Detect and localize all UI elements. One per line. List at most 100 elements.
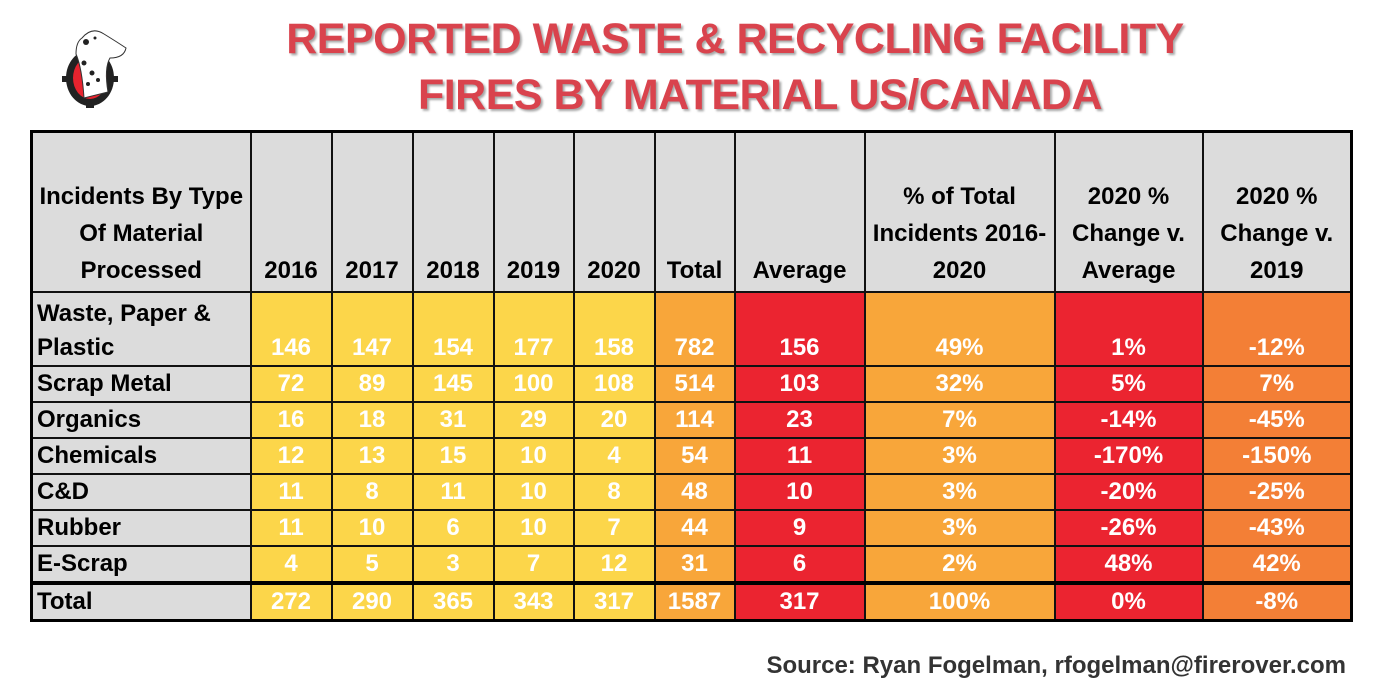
table-cell: 5% xyxy=(1053,364,1204,403)
table-cell: 2% xyxy=(863,544,1056,584)
incidents-table: Incidents By Type Of Material Processed 2… xyxy=(30,130,1353,622)
header-cell: Average xyxy=(733,130,866,293)
table-cell: 1% xyxy=(1053,290,1204,367)
table-cell: 4 xyxy=(572,436,656,475)
table-cell: -14% xyxy=(1053,400,1204,439)
table-cell: 72 xyxy=(249,364,333,403)
table-cell: 114 xyxy=(653,400,736,439)
table-cell: 7% xyxy=(1201,364,1353,403)
table-cell: -12% xyxy=(1201,290,1353,367)
table-cell: 18 xyxy=(330,400,414,439)
header-cell: 2016 xyxy=(249,130,333,293)
dalmatian-logo-icon xyxy=(62,30,127,108)
table-row: Chemicals 12 13 15 10 4 54 11 3% -170% -150% xyxy=(30,436,1353,475)
table-cell: 15 xyxy=(411,436,495,475)
row-label: Rubber xyxy=(30,508,252,547)
table-cell: -8% xyxy=(1201,580,1353,621)
table-cell: 11 xyxy=(733,436,866,475)
table-cell: 1587 xyxy=(653,580,736,621)
table-cell: 0% xyxy=(1053,580,1204,621)
table-cell: 10 xyxy=(492,508,575,547)
header-cell: % of Total Incidents 2016-2020 xyxy=(863,130,1056,293)
table-cell: -43% xyxy=(1201,508,1353,547)
table-cell: -170% xyxy=(1053,436,1204,475)
table-cell: 8 xyxy=(572,472,656,511)
table-cell: 7% xyxy=(863,400,1056,439)
table-cell: 12 xyxy=(249,436,333,475)
table-cell: -45% xyxy=(1201,400,1353,439)
table-cell: 32% xyxy=(863,364,1056,403)
table-cell: 49% xyxy=(863,290,1056,367)
table-cell: 31 xyxy=(653,544,736,584)
table-cell: 54 xyxy=(653,436,736,475)
table-cell: 29 xyxy=(492,400,575,439)
table-cell: 3% xyxy=(863,472,1056,511)
table-cell: 177 xyxy=(492,290,575,367)
table-cell: 3% xyxy=(863,436,1056,475)
table-cell: 365 xyxy=(411,580,495,621)
header-cell: 2018 xyxy=(411,130,495,293)
table-cell: 6 xyxy=(733,544,866,584)
row-label: Scrap Metal xyxy=(30,364,252,403)
title-line-2: FIRES BY MATERIAL US/CANADA xyxy=(417,71,1103,119)
table-cell: 147 xyxy=(330,290,414,367)
header-cell: 2020 % Change v. Average xyxy=(1053,130,1204,293)
table-cell: 20 xyxy=(572,400,656,439)
table-row: Organics 16 18 31 29 20 114 23 7% -14% -45% xyxy=(30,400,1353,439)
table-cell: 42% xyxy=(1201,544,1353,584)
table-cell: 23 xyxy=(733,400,866,439)
table-cell: 146 xyxy=(249,290,333,367)
table-cell: 31 xyxy=(411,400,495,439)
table-cell: 12 xyxy=(572,544,656,584)
table-cell: -20% xyxy=(1053,472,1204,511)
row-label: Waste, Paper & Plastic xyxy=(30,290,252,367)
table-cell: 10 xyxy=(492,472,575,511)
table-cell: 3 xyxy=(411,544,495,584)
table-cell: 16 xyxy=(249,400,333,439)
table-cell: 103 xyxy=(733,364,866,403)
table-row: C&D 11 8 11 10 8 48 10 3% -20% -25% xyxy=(30,472,1353,511)
table-cell: 9 xyxy=(733,508,866,547)
row-label: Chemicals xyxy=(30,436,252,475)
table-cell: 100% xyxy=(863,580,1056,621)
table-cell: 317 xyxy=(572,580,656,621)
table-cell: 343 xyxy=(492,580,575,621)
table-row: Scrap Metal 72 89 145 100 108 514 103 32% 5% 7% xyxy=(30,364,1353,403)
table-cell: 48 xyxy=(653,472,736,511)
table-cell: 154 xyxy=(411,290,495,367)
table-cell: 6 xyxy=(411,508,495,547)
table-cell: 514 xyxy=(653,364,736,403)
table-cell: -150% xyxy=(1201,436,1353,475)
table-cell: 145 xyxy=(411,364,495,403)
table-cell: 44 xyxy=(653,508,736,547)
table-cell: 272 xyxy=(249,580,333,621)
table-cell: 5 xyxy=(330,544,414,584)
table-cell: 11 xyxy=(249,508,333,547)
header-cell: 2019 xyxy=(492,130,575,293)
row-label: E-Scrap xyxy=(30,544,252,584)
table-cell: -25% xyxy=(1201,472,1353,511)
table-cell: -26% xyxy=(1053,508,1204,547)
table-cell: 10 xyxy=(733,472,866,511)
header-cell: Total xyxy=(653,130,736,293)
table-cell: 7 xyxy=(572,508,656,547)
table-cell: 89 xyxy=(330,364,414,403)
header-row: Incidents By Type Of Material Processed 2… xyxy=(30,130,1353,293)
header-cell: 2017 xyxy=(330,130,414,293)
table-cell: 7 xyxy=(492,544,575,584)
source-credit: Source: Ryan Fogelman, rfogelman@firerov… xyxy=(766,652,1346,679)
table-cell: 108 xyxy=(572,364,656,403)
table-cell: 100 xyxy=(492,364,575,403)
header-cell: 2020 xyxy=(572,130,656,293)
table-cell: 8 xyxy=(330,472,414,511)
header-cell: 2020 % Change v. 2019 xyxy=(1201,130,1353,293)
table-row: Waste, Paper & Plastic 146 147 154 177 158 782… xyxy=(30,290,1353,367)
table-cell: 4 xyxy=(249,544,333,584)
table-row: E-Scrap 4 5 3 7 12 31 6 2% 48% 42% xyxy=(30,544,1353,584)
row-label: C&D xyxy=(30,472,252,511)
table-cell: 782 xyxy=(653,290,736,367)
table-cell: 11 xyxy=(249,472,333,511)
table-cell: 3% xyxy=(863,508,1056,547)
table-cell: 290 xyxy=(330,580,414,621)
table-cell: 156 xyxy=(733,290,866,367)
